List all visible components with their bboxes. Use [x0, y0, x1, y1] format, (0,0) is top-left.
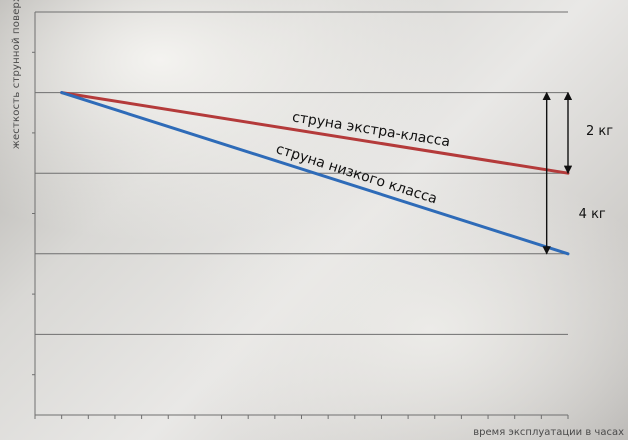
x-axis-label: время эксплуатации в часах: [473, 427, 624, 438]
series-label: струна экстра-класса: [291, 109, 451, 150]
series-line: [60, 91, 570, 175]
y-axis-label: жесткость струнной поверхности в кг: [11, 0, 22, 150]
series-line: [60, 91, 570, 256]
annotation-label: 4 кг: [579, 207, 606, 222]
series-label: струна низкого класса: [274, 141, 439, 207]
annotation-label: 2 кг: [586, 124, 613, 139]
